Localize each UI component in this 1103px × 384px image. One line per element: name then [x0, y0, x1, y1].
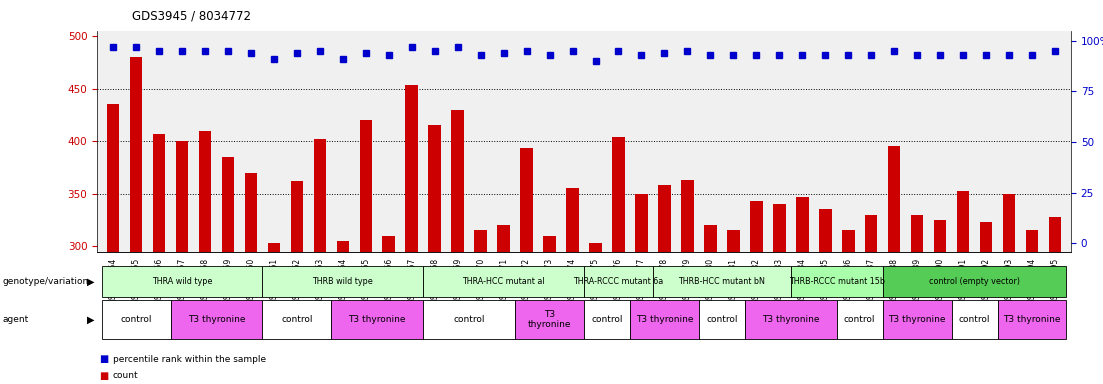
Bar [865, 215, 878, 252]
FancyBboxPatch shape [630, 300, 699, 339]
Bar [979, 222, 993, 252]
Bar [107, 104, 119, 252]
Text: T3 thyronine: T3 thyronine [1004, 315, 1061, 324]
Text: ■: ■ [99, 371, 108, 381]
Bar [681, 180, 694, 252]
Text: count: count [113, 371, 138, 380]
Bar [406, 85, 418, 252]
FancyBboxPatch shape [997, 300, 1067, 339]
Bar [313, 139, 326, 252]
Bar [474, 230, 488, 252]
Text: ■: ■ [99, 354, 108, 364]
Text: control (empty vector): control (empty vector) [929, 277, 1020, 286]
FancyBboxPatch shape [101, 266, 263, 297]
Text: ▶: ▶ [87, 276, 95, 286]
FancyBboxPatch shape [583, 300, 630, 339]
Bar [245, 173, 257, 252]
Text: T3 thyronine: T3 thyronine [762, 315, 820, 324]
Bar [383, 236, 395, 252]
FancyBboxPatch shape [263, 300, 331, 339]
FancyBboxPatch shape [952, 300, 997, 339]
FancyBboxPatch shape [424, 266, 583, 297]
Bar [175, 141, 189, 252]
Text: GDS3945 / 8034772: GDS3945 / 8034772 [132, 10, 251, 23]
Text: THRA-RCCC mutant 6a: THRA-RCCC mutant 6a [574, 277, 664, 286]
Text: control: control [120, 315, 152, 324]
FancyBboxPatch shape [263, 266, 424, 297]
Text: control: control [959, 315, 990, 324]
FancyBboxPatch shape [745, 300, 837, 339]
Bar [589, 243, 602, 252]
Text: THRA wild type: THRA wild type [152, 277, 212, 286]
FancyBboxPatch shape [837, 300, 882, 339]
Bar [336, 241, 350, 252]
Bar [658, 185, 671, 252]
Bar [428, 125, 441, 252]
Text: THRB wild type: THRB wild type [312, 277, 373, 286]
Text: T3
thyronine: T3 thyronine [528, 310, 571, 329]
Bar [497, 225, 510, 252]
FancyBboxPatch shape [882, 266, 1067, 297]
Text: THRB-RCCC mutant 15b: THRB-RCCC mutant 15b [789, 277, 885, 286]
Bar [544, 236, 556, 252]
Text: control: control [591, 315, 623, 324]
Bar [360, 120, 372, 252]
FancyBboxPatch shape [653, 266, 791, 297]
Text: percentile rank within the sample: percentile rank within the sample [113, 354, 266, 364]
Text: THRB-HCC mutant bN: THRB-HCC mutant bN [678, 277, 765, 286]
Text: control: control [281, 315, 312, 324]
Bar [199, 131, 212, 252]
Bar [290, 181, 303, 252]
Bar [727, 230, 740, 252]
Bar [796, 197, 808, 252]
Bar [750, 201, 762, 252]
Bar [130, 57, 142, 252]
Bar [612, 137, 624, 252]
Bar [521, 149, 533, 252]
Text: control: control [706, 315, 738, 324]
Bar [635, 194, 647, 252]
Text: genotype/variation: genotype/variation [2, 277, 88, 286]
FancyBboxPatch shape [171, 300, 263, 339]
Bar [1049, 217, 1061, 252]
FancyBboxPatch shape [515, 300, 583, 339]
Text: control: control [453, 315, 485, 324]
Bar [222, 157, 234, 252]
Text: ▶: ▶ [87, 314, 95, 325]
Bar [842, 230, 855, 252]
Text: THRA-HCC mutant al: THRA-HCC mutant al [462, 277, 545, 286]
FancyBboxPatch shape [583, 266, 653, 297]
Bar [451, 109, 464, 252]
Bar [268, 243, 280, 252]
Text: agent: agent [2, 315, 29, 324]
Text: T3 thyronine: T3 thyronine [349, 315, 406, 324]
FancyBboxPatch shape [882, 300, 952, 339]
Bar [773, 204, 785, 252]
Bar [1026, 230, 1038, 252]
Text: T3 thyronine: T3 thyronine [635, 315, 693, 324]
FancyBboxPatch shape [331, 300, 424, 339]
FancyBboxPatch shape [424, 300, 515, 339]
Bar [704, 225, 717, 252]
FancyBboxPatch shape [101, 300, 171, 339]
Bar [153, 134, 165, 252]
Bar [911, 215, 923, 252]
Bar [956, 190, 970, 252]
Bar [818, 209, 832, 252]
FancyBboxPatch shape [699, 300, 745, 339]
FancyBboxPatch shape [791, 266, 882, 297]
Bar [934, 220, 946, 252]
Text: T3 thyronine: T3 thyronine [188, 315, 245, 324]
Text: control: control [844, 315, 876, 324]
Bar [888, 146, 900, 252]
Text: T3 thyronine: T3 thyronine [888, 315, 946, 324]
Bar [566, 189, 579, 252]
Bar [1003, 194, 1015, 252]
